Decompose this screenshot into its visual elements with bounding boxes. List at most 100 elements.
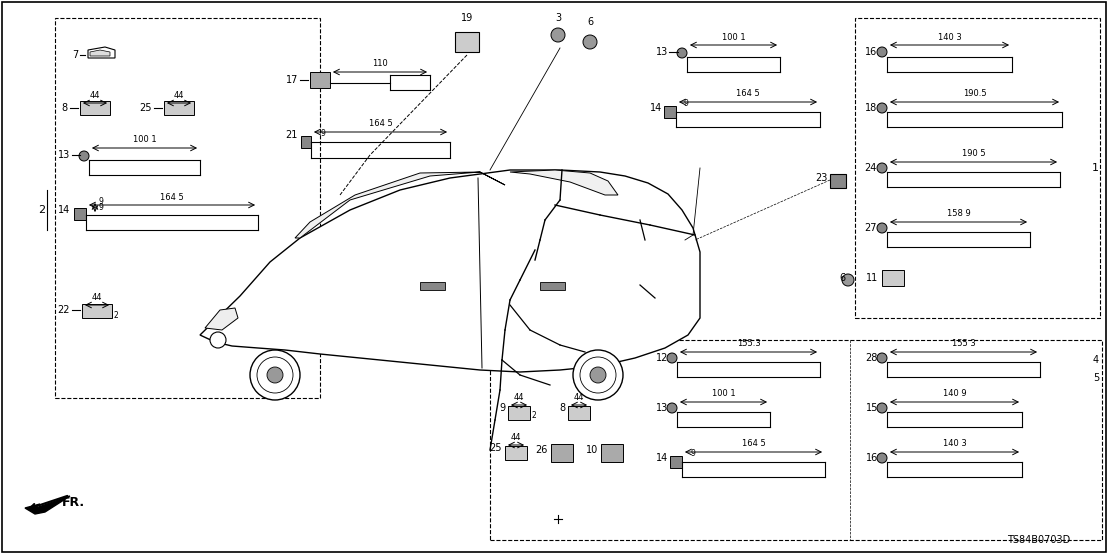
Circle shape (250, 350, 300, 400)
Text: 14: 14 (656, 453, 668, 463)
Circle shape (211, 332, 226, 348)
Text: 190.5: 190.5 (963, 90, 986, 99)
Text: 2: 2 (39, 205, 45, 215)
Text: 22: 22 (58, 305, 70, 315)
Circle shape (677, 48, 687, 58)
Text: 190 5: 190 5 (962, 150, 985, 158)
Circle shape (583, 35, 597, 49)
Bar (420, 282, 445, 290)
Circle shape (589, 367, 606, 383)
Polygon shape (25, 496, 70, 514)
Circle shape (878, 353, 888, 363)
Bar (507, 406, 530, 420)
Bar (830, 174, 847, 188)
Text: 14: 14 (649, 103, 661, 113)
Text: 9: 9 (99, 203, 103, 212)
Circle shape (878, 453, 888, 463)
Text: 44: 44 (511, 433, 521, 442)
Circle shape (878, 103, 888, 113)
Text: 110: 110 (372, 59, 388, 69)
Text: 100 1: 100 1 (133, 136, 156, 145)
Text: 1: 1 (1091, 163, 1098, 173)
Text: 15: 15 (865, 403, 878, 413)
Circle shape (878, 403, 888, 413)
Bar (601, 444, 623, 462)
Bar (855, 18, 1100, 318)
Text: TS84B0703D: TS84B0703D (1007, 535, 1070, 545)
Text: 23: 23 (815, 173, 828, 183)
Text: 155 3: 155 3 (952, 340, 975, 348)
Text: 16: 16 (865, 453, 878, 463)
Text: 44: 44 (90, 90, 100, 100)
Text: 9: 9 (499, 403, 505, 413)
Bar (882, 270, 904, 286)
Circle shape (551, 28, 565, 42)
PathPatch shape (201, 170, 700, 372)
Circle shape (667, 403, 677, 413)
Text: 2: 2 (532, 411, 536, 419)
Circle shape (878, 163, 888, 173)
Polygon shape (205, 308, 238, 330)
Text: 164 5: 164 5 (741, 439, 766, 449)
Bar (301, 136, 311, 148)
Text: 9: 9 (320, 129, 326, 137)
Text: 140 9: 140 9 (943, 389, 966, 398)
Circle shape (842, 274, 854, 286)
Circle shape (878, 223, 888, 233)
Text: 17: 17 (286, 75, 298, 85)
Text: 13: 13 (656, 403, 668, 413)
Text: 14: 14 (58, 205, 70, 215)
PathPatch shape (510, 170, 618, 195)
Bar (568, 406, 589, 420)
Bar (310, 72, 330, 88)
Text: 12: 12 (656, 353, 668, 363)
Text: 6: 6 (587, 17, 593, 27)
Bar (74, 208, 86, 220)
Bar (505, 446, 527, 460)
Text: 11: 11 (865, 273, 878, 283)
Circle shape (267, 367, 283, 383)
Text: 13: 13 (58, 150, 70, 160)
Text: 2: 2 (114, 311, 119, 321)
Text: 19: 19 (461, 13, 473, 23)
Text: 164 5: 164 5 (161, 192, 184, 202)
Bar (82, 304, 112, 318)
Text: 25: 25 (490, 443, 502, 453)
Circle shape (667, 353, 677, 363)
Text: 6: 6 (839, 273, 845, 283)
Bar (670, 456, 683, 468)
Text: 44: 44 (574, 392, 584, 402)
Text: FR.: FR. (62, 496, 85, 510)
Text: 4: 4 (1092, 355, 1099, 365)
Text: 9: 9 (684, 99, 688, 107)
Text: 164 5: 164 5 (736, 90, 760, 99)
Text: 140 3: 140 3 (943, 439, 966, 449)
Text: 13: 13 (656, 47, 668, 57)
Text: 26: 26 (535, 445, 548, 455)
Bar (55, 18, 320, 398)
Bar (540, 282, 565, 290)
Text: 44: 44 (514, 392, 524, 402)
Text: 28: 28 (865, 353, 878, 363)
Text: 44: 44 (92, 293, 102, 301)
Text: 18: 18 (864, 103, 878, 113)
Text: 100 1: 100 1 (721, 33, 746, 42)
Bar (164, 101, 194, 115)
Text: 27: 27 (864, 223, 878, 233)
PathPatch shape (295, 172, 505, 238)
Bar (664, 106, 676, 118)
Text: 155.3: 155.3 (737, 340, 760, 348)
Circle shape (79, 151, 89, 161)
Text: 164 5: 164 5 (369, 120, 392, 129)
Text: 8: 8 (62, 103, 68, 113)
Text: 7: 7 (72, 50, 78, 60)
Text: 9: 9 (690, 449, 696, 458)
Text: 9: 9 (99, 197, 103, 207)
Bar (455, 32, 479, 52)
Polygon shape (90, 50, 110, 56)
Text: 21: 21 (286, 130, 298, 140)
Text: 25: 25 (140, 103, 152, 113)
Bar (551, 444, 573, 462)
Circle shape (573, 350, 623, 400)
Text: 158 9: 158 9 (946, 209, 971, 218)
